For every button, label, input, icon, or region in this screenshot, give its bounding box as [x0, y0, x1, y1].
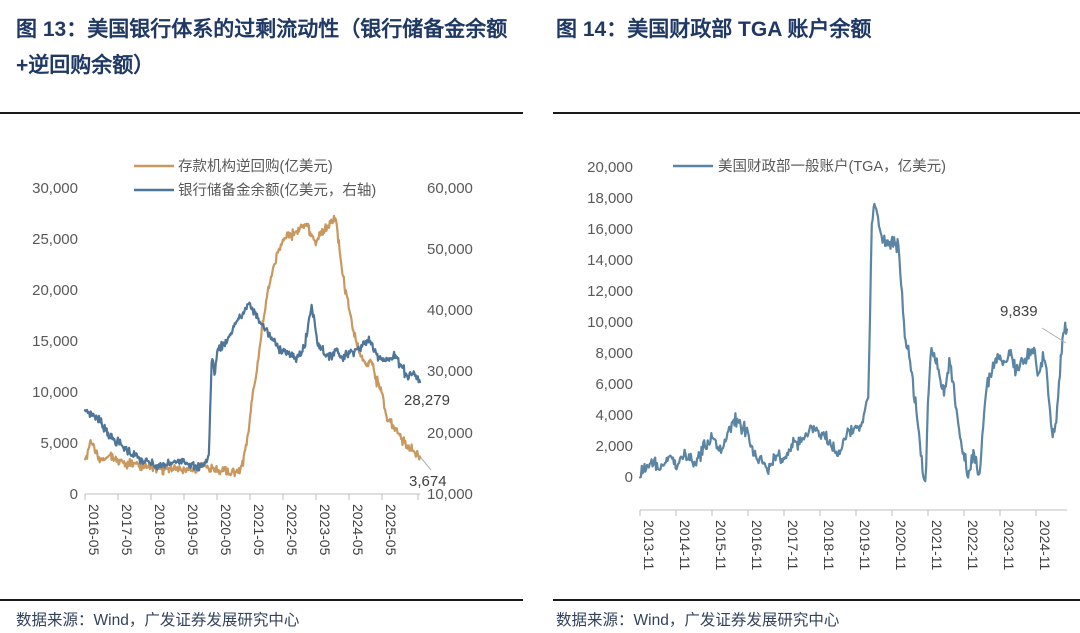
svg-text:5,000: 5,000 — [40, 435, 78, 452]
svg-text:2019-05: 2019-05 — [185, 504, 201, 556]
svg-text:2017-05: 2017-05 — [119, 504, 135, 556]
svg-text:12,000: 12,000 — [587, 283, 633, 300]
svg-text:2,000: 2,000 — [595, 438, 633, 455]
svg-text:28,279: 28,279 — [404, 392, 450, 409]
svg-text:50,000: 50,000 — [427, 241, 473, 258]
svg-text:10,000: 10,000 — [32, 384, 78, 401]
svg-text:18,000: 18,000 — [587, 190, 633, 207]
svg-text:9,839: 9,839 — [1000, 303, 1038, 320]
svg-text:2018-05: 2018-05 — [152, 504, 168, 556]
svg-text:美国财政部一般账户(TGA，亿美元): 美国财政部一般账户(TGA，亿美元) — [718, 158, 946, 175]
svg-text:银行储备金余额(亿美元，右轴): 银行储备金余额(亿美元，右轴) — [178, 181, 376, 199]
svg-text:0: 0 — [625, 469, 633, 486]
svg-text:2022-11: 2022-11 — [965, 520, 981, 571]
svg-text:20,000: 20,000 — [32, 282, 78, 299]
svg-text:2017-11: 2017-11 — [785, 520, 801, 571]
svg-text:2018-11: 2018-11 — [821, 520, 837, 571]
svg-text:2015-11: 2015-11 — [713, 520, 729, 571]
svg-text:2021-11: 2021-11 — [929, 520, 945, 571]
svg-text:存款机构逆回购(亿美元): 存款机构逆回购(亿美元) — [178, 158, 333, 175]
svg-text:2021-05: 2021-05 — [251, 504, 267, 556]
svg-text:20,000: 20,000 — [587, 159, 633, 176]
svg-text:0: 0 — [70, 486, 78, 503]
svg-text:40,000: 40,000 — [427, 302, 473, 319]
svg-text:2023-05: 2023-05 — [317, 504, 333, 556]
svg-text:2024-05: 2024-05 — [350, 504, 366, 556]
svg-text:6,000: 6,000 — [595, 376, 633, 393]
svg-text:3,674: 3,674 — [409, 473, 447, 490]
svg-text:2019-11: 2019-11 — [857, 520, 873, 571]
svg-text:60,000: 60,000 — [427, 180, 473, 197]
svg-text:14,000: 14,000 — [587, 252, 633, 269]
svg-text:2016-11: 2016-11 — [749, 520, 765, 571]
svg-text:30,000: 30,000 — [32, 180, 78, 197]
svg-text:2013-11: 2013-11 — [641, 520, 657, 571]
svg-text:15,000: 15,000 — [32, 333, 78, 350]
svg-text:16,000: 16,000 — [587, 221, 633, 238]
svg-text:4,000: 4,000 — [595, 407, 633, 424]
svg-text:2023-11: 2023-11 — [1001, 520, 1017, 571]
svg-text:2014-11: 2014-11 — [677, 520, 693, 571]
svg-text:20,000: 20,000 — [427, 425, 473, 442]
svg-text:2022-05: 2022-05 — [284, 504, 300, 556]
svg-text:2020-05: 2020-05 — [218, 504, 234, 556]
svg-text:2024-11: 2024-11 — [1037, 520, 1053, 571]
svg-text:30,000: 30,000 — [427, 363, 473, 380]
svg-text:25,000: 25,000 — [32, 231, 78, 248]
svg-text:10,000: 10,000 — [587, 314, 633, 331]
svg-text:8,000: 8,000 — [595, 345, 633, 362]
svg-text:2016-05: 2016-05 — [86, 504, 102, 556]
svg-text:2025-05: 2025-05 — [383, 504, 399, 556]
svg-text:2020-11: 2020-11 — [893, 520, 909, 571]
